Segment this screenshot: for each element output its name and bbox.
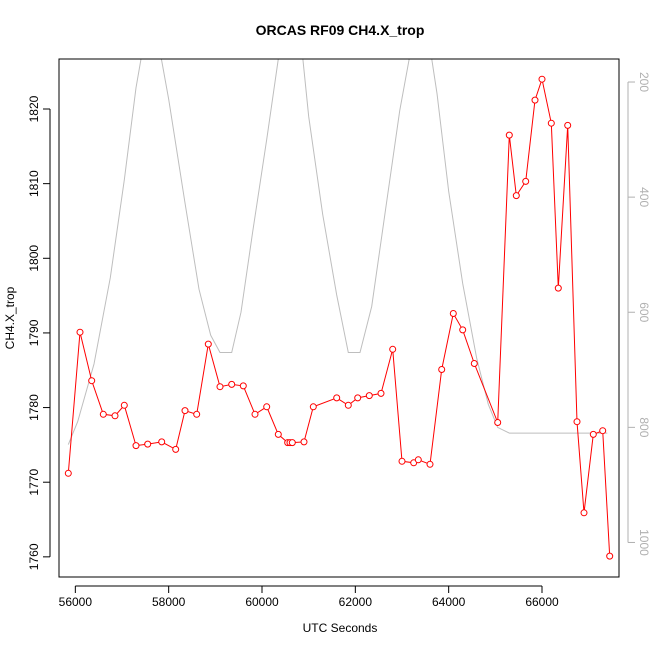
y-tick-label: 1780 [27, 394, 41, 421]
data-point [132, 442, 140, 450]
data-point [172, 445, 180, 453]
series-left-line [67, 77, 611, 557]
y2-tick-label: 400 [637, 187, 650, 207]
data-point [76, 328, 84, 336]
y-tick-label: 1770 [27, 469, 41, 496]
data-point [158, 438, 166, 446]
y-tick-label: 1760 [27, 543, 41, 570]
data-point [573, 418, 581, 426]
data-point [426, 460, 434, 468]
data-point [554, 284, 562, 292]
data-point [398, 457, 406, 465]
plot-frame [58, 58, 620, 578]
data-point [333, 394, 341, 402]
data-point [228, 380, 236, 388]
data-point [300, 438, 308, 446]
y2-tick-label: 800 [637, 417, 650, 437]
series-layer [64, 59, 614, 560]
data-point [204, 340, 212, 348]
data-point [522, 177, 530, 185]
x-axis-label: UTC Seconds [303, 621, 378, 635]
y-tick-label: 1800 [27, 245, 41, 272]
data-point [589, 430, 597, 438]
data-point [449, 310, 457, 317]
data-point [99, 410, 107, 418]
data-point [216, 383, 224, 391]
y-tick-label: 1810 [27, 170, 41, 197]
data-point [144, 440, 152, 448]
chart-title: ORCAS RF09 CH4.X_trop [256, 22, 425, 38]
data-point [599, 427, 607, 435]
data-point [309, 403, 317, 411]
data-point [505, 131, 513, 139]
data-point [377, 389, 385, 397]
data-point [193, 410, 201, 418]
x-tick-label: 64000 [432, 595, 466, 609]
data-point [274, 430, 282, 438]
x-tick-label: 56000 [59, 595, 93, 609]
axes-layer: 56000 58000 60000 62000 64000 66000 1760 1770 17… [27, 72, 650, 609]
y-axis-label: CH4.X_trop [3, 286, 17, 349]
data-point [88, 377, 96, 385]
y2-tick-label: 1000 [637, 529, 650, 556]
data-point [438, 366, 446, 373]
data-point [494, 419, 502, 426]
data-point [580, 509, 588, 517]
data-point [531, 96, 539, 104]
data-point [470, 360, 478, 367]
x-tick-label: 62000 [339, 595, 373, 609]
series-right-line [67, 59, 608, 445]
data-point [512, 192, 520, 200]
data-point [414, 456, 422, 464]
data-point [389, 345, 397, 353]
data-point [606, 552, 614, 560]
y-tick-label: 1790 [27, 319, 41, 346]
x-tick-label: 60000 [245, 595, 279, 609]
data-point [181, 407, 189, 415]
data-point [263, 403, 271, 411]
data-point [239, 382, 247, 390]
data-point [459, 326, 467, 334]
y-tick-label: 1820 [27, 95, 41, 122]
y2-tick-label: 600 [637, 302, 650, 322]
data-point [288, 439, 296, 447]
data-point [111, 412, 119, 420]
data-point [354, 394, 362, 402]
data-point [564, 121, 572, 129]
data-point [547, 119, 555, 127]
data-point [120, 401, 128, 409]
x-tick-label: 58000 [152, 595, 186, 609]
data-point [344, 401, 352, 409]
data-point [251, 410, 259, 418]
x-tick-label: 66000 [525, 595, 559, 609]
data-point [365, 392, 373, 400]
y2-tick-label: 200 [637, 72, 650, 92]
data-point [64, 469, 72, 477]
data-point [538, 75, 546, 83]
